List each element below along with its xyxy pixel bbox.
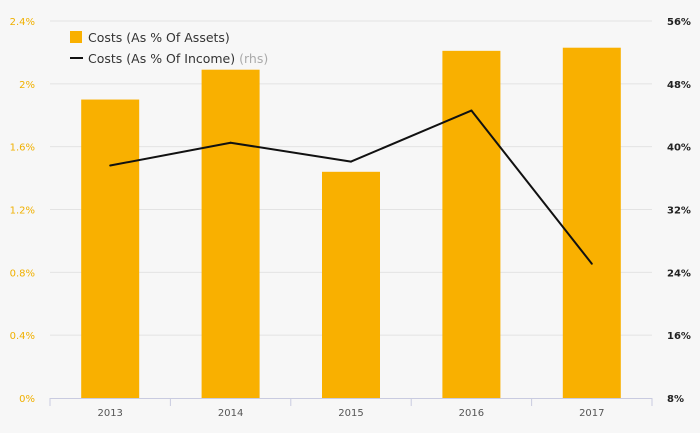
bar xyxy=(442,50,501,399)
x-axis: 2013 2014 2015 2016 2017 xyxy=(49,398,653,419)
line-point xyxy=(229,141,232,144)
y-left-tick-label: 0.8% xyxy=(10,268,35,279)
bar xyxy=(201,69,260,398)
y-left-tick-label: 0% xyxy=(19,394,35,405)
legend-swatch-income xyxy=(70,57,83,59)
income-line xyxy=(109,109,593,265)
y-left-tick-label: 0.4% xyxy=(10,331,35,342)
x-tick-label: 2017 xyxy=(579,408,604,419)
line-point xyxy=(470,109,473,112)
line-point xyxy=(350,160,352,163)
y-axis-left: 0% 0.4% 0.8% 1.2% 1.6% 2% 2.4% xyxy=(10,17,35,405)
y-right-tick-label: 16% xyxy=(667,331,691,342)
line-point xyxy=(109,164,112,167)
y-left-tick-label: 2.4% xyxy=(10,17,35,28)
y-left-tick-label: 1.6% xyxy=(10,143,35,154)
y-right-tick-label: 8% xyxy=(667,394,684,405)
bar xyxy=(562,47,621,399)
bar xyxy=(81,99,140,399)
legend-swatch-assets xyxy=(70,31,82,43)
legend-item-income: Costs (As % Of Income) (rhs) xyxy=(70,48,268,68)
x-tick-label: 2014 xyxy=(218,408,243,419)
legend-item-assets: Costs (As % Of Assets) xyxy=(70,27,268,47)
y-axis-right: 8% 16% 24% 32% 40% 48% 56% xyxy=(667,17,691,405)
legend-label-rhs: (rhs) xyxy=(239,50,269,66)
legend: Costs (As % Of Assets) Costs (As % Of In… xyxy=(70,27,268,69)
y-right-tick-label: 24% xyxy=(667,268,691,279)
legend-label-assets: Costs (As % Of Assets) xyxy=(88,29,230,45)
y-left-tick-label: 2% xyxy=(19,80,35,91)
x-tick-label: 2016 xyxy=(459,408,484,419)
line-point xyxy=(590,262,593,265)
x-tick-label: 2013 xyxy=(97,408,122,419)
bars xyxy=(81,47,621,399)
bar xyxy=(322,171,380,398)
x-tick-label: 2015 xyxy=(338,408,363,419)
y-left-tick-label: 1.2% xyxy=(10,206,35,217)
y-right-tick-label: 32% xyxy=(667,206,691,217)
y-right-tick-label: 48% xyxy=(667,80,691,91)
y-right-tick-label: 56% xyxy=(667,17,691,28)
y-right-tick-label: 40% xyxy=(667,143,691,154)
legend-label-income: Costs (As % Of Income) xyxy=(88,50,236,66)
